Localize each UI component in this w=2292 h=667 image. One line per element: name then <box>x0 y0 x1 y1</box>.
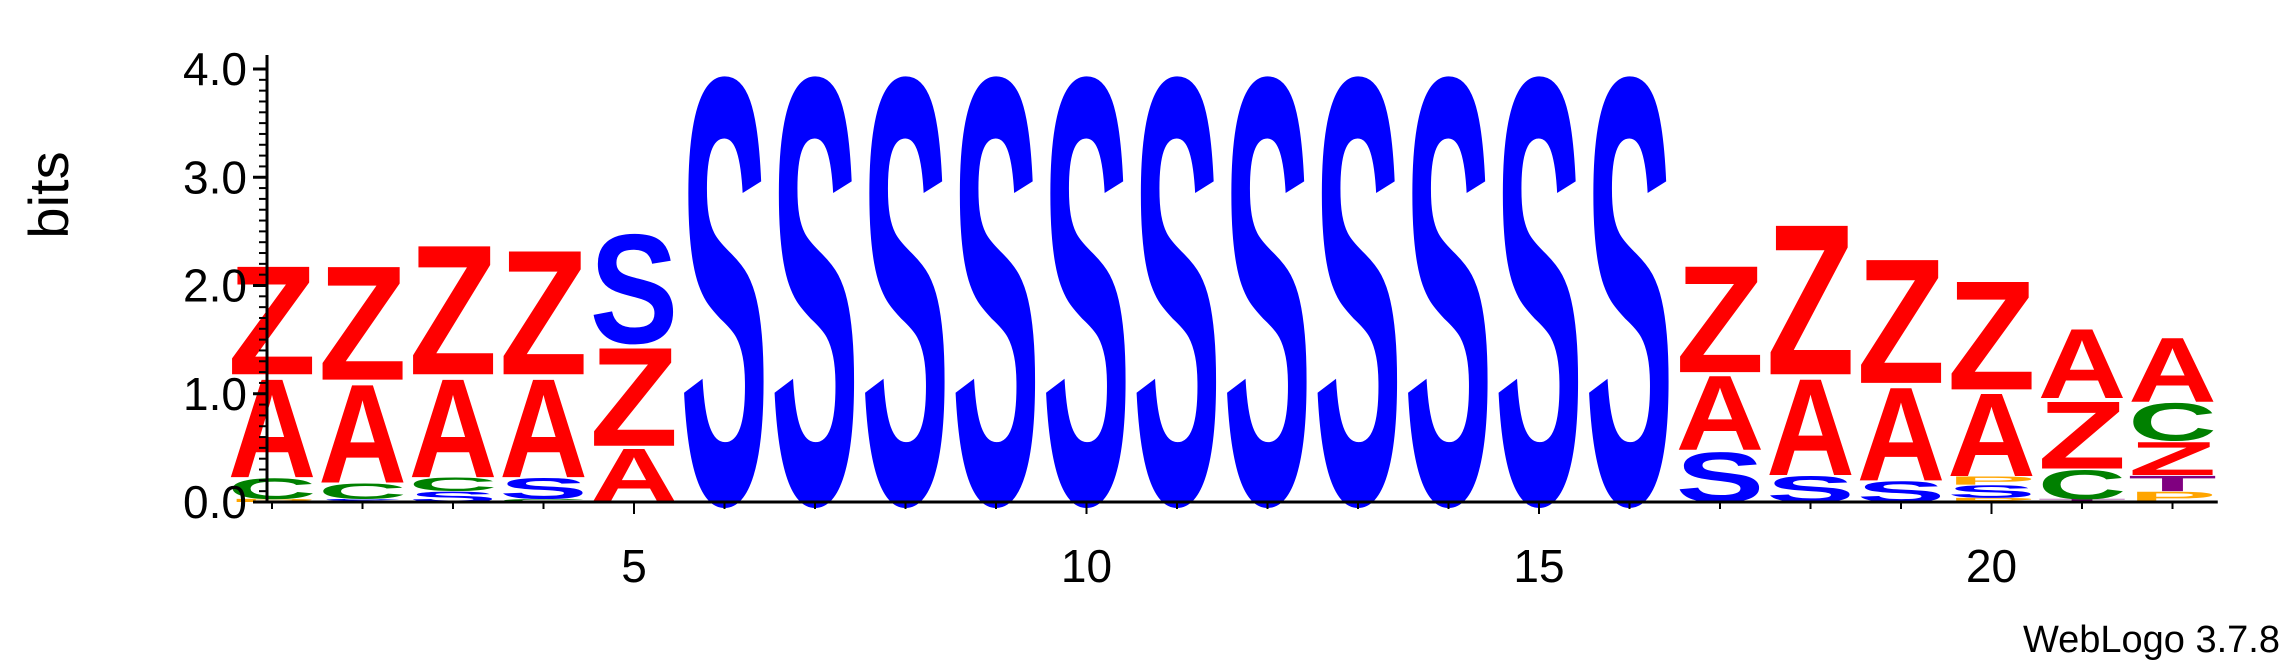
logo-letter-s: S <box>1495 0 1583 632</box>
logo-letter-s: S <box>1314 0 1402 632</box>
weblogo-version-label: WebLogo 3.7.8 <box>2023 619 2280 661</box>
logo-letter-s: S <box>952 0 1040 632</box>
logo-letter-s: S <box>1042 0 1130 632</box>
logo-letter-z: Z <box>1947 248 2035 422</box>
x-tick-label: 10 <box>1061 540 1112 592</box>
x-tick-label: 20 <box>1966 540 2017 592</box>
logo-letter-z: Z <box>1676 233 1764 405</box>
y-axis-label: bits <box>17 151 80 238</box>
logo-letter-s: S <box>1133 0 1221 632</box>
logo-letter-s: S <box>861 0 949 632</box>
logo-letter-s: S <box>1585 0 1673 632</box>
x-tick-label: 15 <box>1513 540 1564 592</box>
logo-letter-z: Z <box>409 207 497 414</box>
logo-letter-z: Z <box>1766 179 1854 420</box>
logo-letter-a: A <box>2128 318 2217 421</box>
y-tick-label: 3.0 <box>183 151 247 203</box>
logo-letter-z: Z <box>1857 223 1945 422</box>
y-tick-label: 2.0 <box>183 260 247 312</box>
logo-letter-z: Z <box>318 231 406 414</box>
logo-letter-s: S <box>590 202 678 377</box>
logo-letter-s: S <box>1404 0 1492 632</box>
letter-stacks: PCAZSCAZSCAZCSAZAZSSSSSSSSSSSSSAZSAZSAZP… <box>228 0 2217 632</box>
logo-letter-s: S <box>680 0 768 632</box>
logo-letter-a: A <box>2038 308 2126 420</box>
logo-letter-s: S <box>771 0 859 632</box>
y-tick-label: 4.0 <box>183 43 247 95</box>
x-tick-label: 5 <box>621 540 647 592</box>
logo-letter-s: S <box>1223 0 1311 632</box>
y-tick-label: 0.0 <box>183 476 247 528</box>
y-tick-label: 1.0 <box>183 368 247 420</box>
logo-letter-z: Z <box>499 214 587 413</box>
